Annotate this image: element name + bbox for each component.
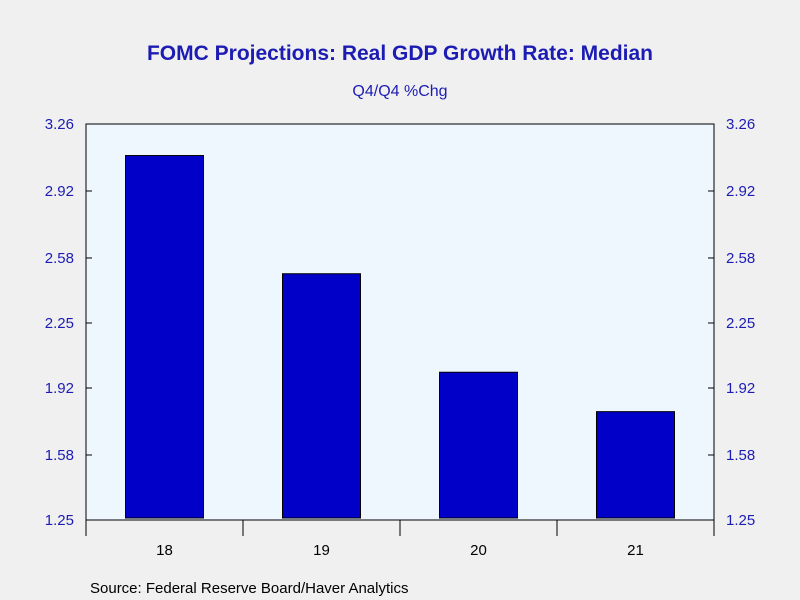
chart-title: FOMC Projections: Real GDP Growth Rate: …	[147, 42, 653, 65]
chart-subtitle: Q4/Q4 %Chg	[352, 83, 447, 100]
x-tick-label: 20	[470, 542, 487, 559]
right-y-tick-label: 3.26	[726, 116, 755, 133]
x-axis: 18 19 20 21	[85, 520, 715, 559]
right-y-tick-label: 1.92	[726, 380, 755, 397]
right-y-tick-label: 2.58	[726, 250, 755, 267]
bar-20	[439, 371, 518, 519]
bar-18	[125, 155, 204, 519]
left-y-tick-label: 1.58	[45, 447, 74, 464]
left-y-tick-label: 1.92	[45, 380, 74, 397]
source-note: Source: Federal Reserve Board/Haver Anal…	[90, 580, 408, 597]
x-tick-label: 21	[627, 542, 644, 559]
left-y-tick-label: 3.26	[45, 116, 74, 133]
bars-group	[125, 155, 675, 519]
x-tick-label: 18	[156, 542, 173, 559]
right-y-tick-label: 1.58	[726, 447, 755, 464]
right-y-tick-label: 2.25	[726, 315, 755, 332]
right-y-tick-label: 2.92	[726, 183, 755, 200]
x-tick-label: 19	[313, 542, 330, 559]
left-y-tick-label: 1.25	[45, 512, 74, 529]
left-y-tick-label: 2.58	[45, 250, 74, 267]
bar-19	[282, 273, 361, 519]
right-y-axis: 3.26 2.92 2.58 2.25 1.92 1.58 1.25	[708, 116, 755, 529]
right-y-tick-label: 1.25	[726, 512, 755, 529]
left-y-axis: 3.26 2.92 2.58 2.25 1.92 1.58 1.25	[45, 116, 92, 529]
bar-21	[596, 411, 675, 519]
left-y-tick-label: 2.92	[45, 183, 74, 200]
left-y-tick-label: 2.25	[45, 315, 74, 332]
